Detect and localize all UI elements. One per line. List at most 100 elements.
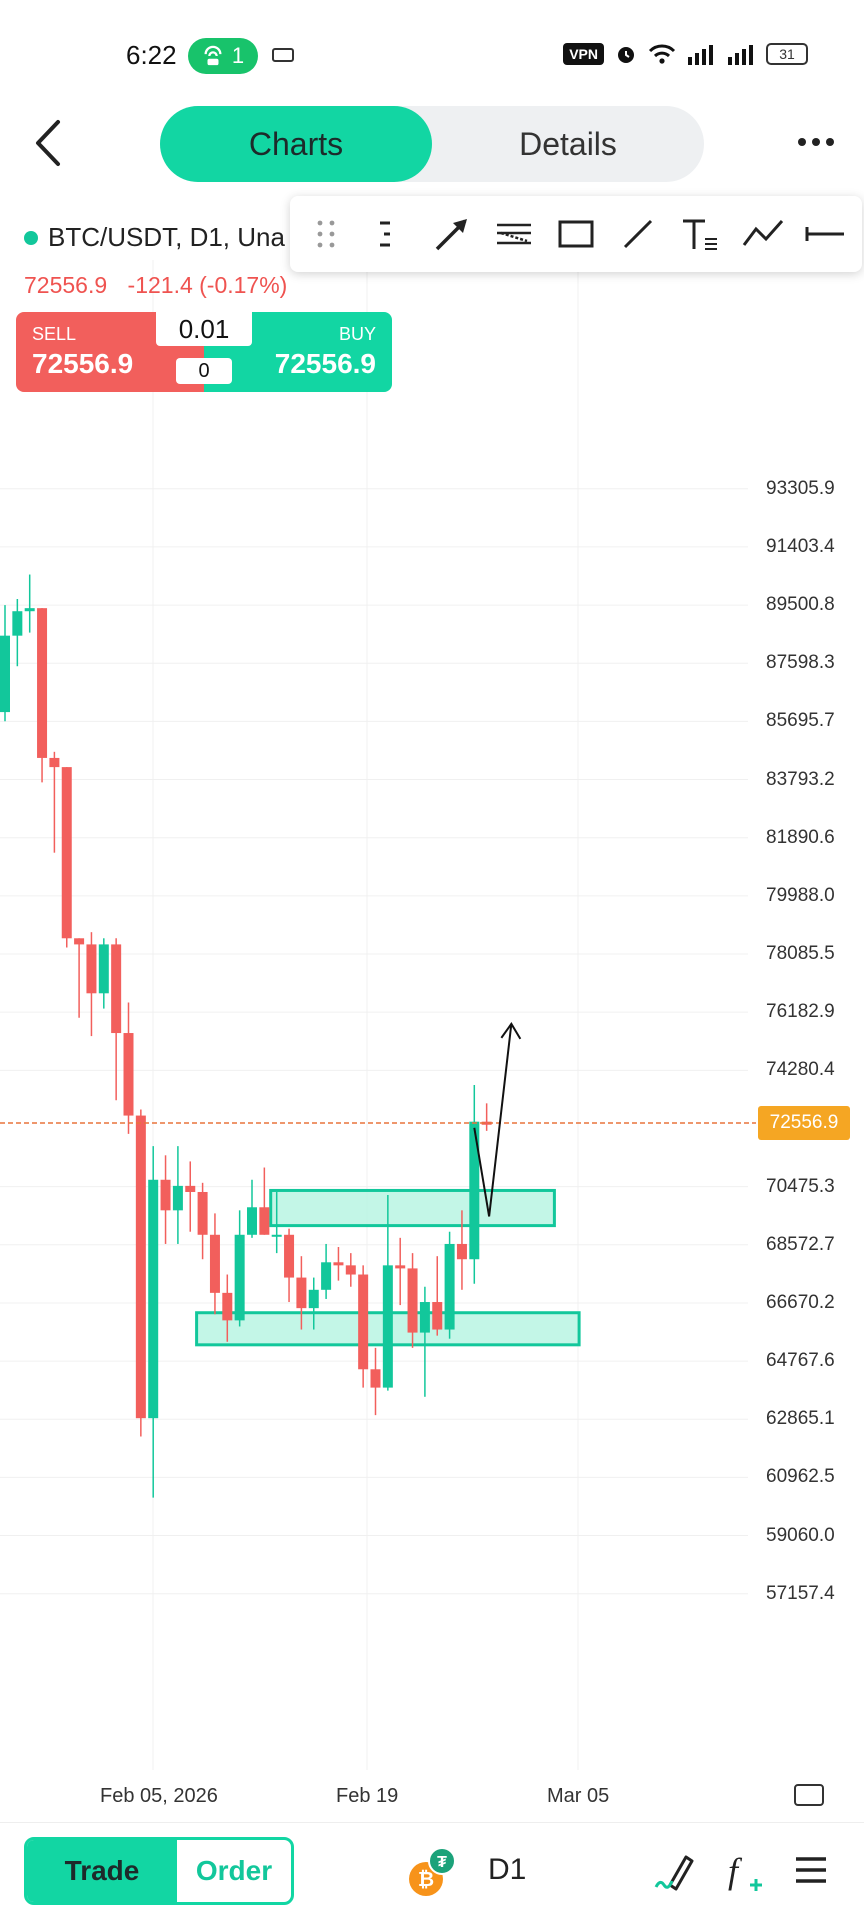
- candle-body: [234, 1234, 245, 1321]
- text-tool-icon[interactable]: [679, 213, 721, 255]
- cast-icon: [272, 48, 294, 62]
- buy-label: BUY: [338, 324, 376, 344]
- candlestick-chart[interactable]: [0, 200, 864, 1840]
- bottom-bar: Trade Order ₿ ₮ D1 f: [0, 1822, 864, 1920]
- y-axis-label: 78085.5: [766, 943, 835, 964]
- spread-value: 0: [176, 358, 232, 384]
- candle-body: [197, 1191, 208, 1235]
- candle-body: [37, 608, 48, 758]
- candle-body: [296, 1277, 307, 1309]
- candle-body: [247, 1207, 257, 1235]
- candle-body: [172, 1185, 183, 1211]
- candle-body: [345, 1265, 356, 1275]
- candle-body: [86, 944, 97, 994]
- menu-icon[interactable]: [794, 1855, 828, 1885]
- y-axis-label: 62865.1: [766, 1408, 835, 1430]
- quick-trade-widget: SELL 72556.9 BUY 72556.9 0.01 0: [16, 312, 392, 392]
- candle-body: [271, 1234, 282, 1237]
- candle-body: [432, 1302, 443, 1330]
- y-axis-label: 74280.4: [766, 1059, 835, 1081]
- back-icon[interactable]: [28, 118, 68, 168]
- svg-text:₮: ₮: [437, 1854, 447, 1871]
- rectangle-tool-icon[interactable]: [555, 213, 597, 255]
- candle-body: [0, 635, 10, 713]
- market-status-dot: [24, 230, 38, 245]
- y-axis-label: 76182.9: [766, 1001, 835, 1023]
- chart-annotations: [473, 1022, 522, 1217]
- candle-body: [308, 1289, 319, 1309]
- candle-body: [395, 1265, 406, 1269]
- buy-price: 72556.9: [274, 348, 376, 379]
- function-icon[interactable]: f: [724, 1847, 768, 1895]
- status-bar: 6:22 1 VPN 31: [0, 0, 864, 110]
- more-icon[interactable]: [796, 132, 836, 152]
- trade-button[interactable]: Trade: [27, 1840, 177, 1902]
- x-axis-label: Feb 19: [336, 1785, 399, 1807]
- y-axis-label: 60962.5: [766, 1466, 835, 1488]
- symbol-label: BTC/USDT, D1, Una: [48, 222, 285, 252]
- hotspot-icon: [204, 45, 222, 66]
- hotspot-count: 1: [231, 43, 245, 68]
- drag-handle-icon[interactable]: [306, 213, 348, 255]
- polyline-tool-icon[interactable]: [742, 213, 784, 255]
- y-axis-label: 68572.7: [766, 1233, 835, 1255]
- hotspot-badge: 1: [188, 38, 258, 74]
- candle-body: [222, 1292, 233, 1321]
- arrow-tool-icon[interactable]: [431, 213, 473, 255]
- y-axis-label: 91403.4: [766, 535, 835, 557]
- fullscreen-icon[interactable]: [794, 1784, 824, 1806]
- tool-list-icon[interactable]: [368, 213, 410, 255]
- candle-body: [333, 1262, 344, 1266]
- candle-body: [111, 944, 122, 1034]
- coin-icon[interactable]: ₿ ₮: [406, 1845, 460, 1899]
- order-button[interactable]: Order: [195, 1855, 273, 1886]
- y-axis-label: 59060.0: [766, 1524, 835, 1546]
- current-price-tag: 72556.9: [758, 1106, 850, 1140]
- y-axis-label: 81890.6: [766, 826, 835, 848]
- y-axis-label: 70475.3: [766, 1175, 835, 1197]
- symbol-row[interactable]: BTC/USDT, D1, Una: [24, 222, 285, 253]
- draw-icon[interactable]: [652, 1849, 698, 1893]
- battery-icon: 31: [766, 43, 808, 65]
- y-axis-label: 57157.4: [766, 1582, 835, 1604]
- candle-body: [12, 611, 23, 636]
- trade-order-toggle: Trade Order: [24, 1837, 294, 1905]
- signal-icon-2: [728, 45, 753, 65]
- view-tabs: Charts Details: [160, 106, 704, 182]
- lot-size-input[interactable]: 0.01: [156, 312, 252, 346]
- period-selector[interactable]: D1: [488, 1853, 527, 1886]
- y-axis-label: 87598.3: [766, 652, 835, 674]
- candle-body: [444, 1243, 455, 1330]
- tab-charts[interactable]: Charts: [160, 106, 432, 182]
- y-axis-label: 64767.6: [766, 1350, 835, 1372]
- candle-body: [358, 1274, 369, 1370]
- horizontal-line-tool-icon[interactable]: [804, 213, 846, 255]
- y-axis-label: 93305.9: [766, 477, 835, 499]
- candle-body: [382, 1265, 393, 1388]
- sell-label: SELL: [32, 324, 77, 344]
- sell-price: 72556.9: [32, 348, 134, 379]
- x-axis-label: Mar 05: [547, 1785, 610, 1807]
- candle-body: [185, 1185, 196, 1192]
- candle-body: [370, 1369, 381, 1388]
- y-axis-label: 85695.7: [766, 710, 835, 732]
- candle-body: [24, 608, 35, 612]
- signal-icon: [688, 45, 713, 65]
- candle-body: [135, 1115, 146, 1419]
- price-change: -121.4 (-0.17%): [127, 272, 288, 298]
- vpn-badge: VPN: [563, 43, 604, 65]
- candle-body: [74, 938, 85, 945]
- drawing-toolbar: [290, 196, 862, 272]
- candle-body: [407, 1268, 418, 1333]
- candle-body: [209, 1234, 220, 1293]
- wifi-icon: [648, 44, 676, 64]
- candle-body: [98, 944, 109, 994]
- trend-line-tool-icon[interactable]: [617, 213, 659, 255]
- candle-body: [61, 767, 72, 939]
- candle-body: [419, 1302, 430, 1333]
- tab-details[interactable]: Details: [519, 125, 617, 162]
- y-axis-label: 66670.2: [766, 1291, 835, 1313]
- candle-body: [148, 1179, 159, 1419]
- fib-tool-icon[interactable]: [493, 213, 535, 255]
- candle-body: [123, 1033, 134, 1116]
